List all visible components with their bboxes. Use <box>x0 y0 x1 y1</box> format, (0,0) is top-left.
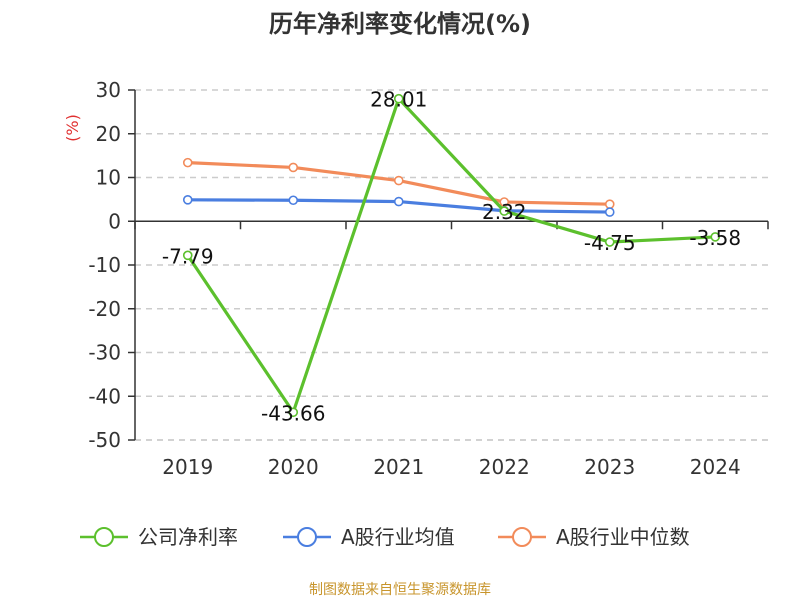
y-tick-label: -40 <box>88 384 121 408</box>
x-tick-labels: 2019 2020 2021 2022 2023 2024 <box>162 455 740 479</box>
legend-label: A股行业中位数 <box>556 525 690 549</box>
y-tick-label: -20 <box>88 297 121 321</box>
series-point <box>393 93 404 104</box>
x-tick-label: 2019 <box>162 455 213 479</box>
y-tick-label: -30 <box>88 341 121 365</box>
series-point <box>499 206 510 216</box>
legend-label: 公司净利率 <box>138 525 238 549</box>
grid-lines <box>135 89 768 441</box>
y-tick-label: 20 <box>96 122 121 146</box>
data-label: 28.01 <box>370 88 427 112</box>
series-point <box>393 196 404 207</box>
y-tick-label: 0 <box>108 209 121 233</box>
legend: 公司净利率 A股行业均值 A股行业中位数 <box>80 525 690 549</box>
x-tick-label: 2020 <box>268 455 319 479</box>
data-label: -43.66 <box>261 401 325 425</box>
series-point <box>182 157 193 168</box>
series-point <box>604 199 615 209</box>
legend-marker <box>94 527 114 547</box>
series-line <box>186 97 716 414</box>
y-tick-label: 10 <box>96 166 121 190</box>
axes <box>128 89 769 441</box>
legend-item-1: A股行业均值 <box>283 525 455 549</box>
chart-title: 历年净利率变化情况(%) <box>269 10 531 38</box>
y-tick-label: -50 <box>88 428 121 452</box>
y-tick-label: -10 <box>88 253 121 277</box>
y-axis-label: (%) <box>63 114 82 142</box>
x-tick-label: 2021 <box>373 455 424 479</box>
series-2 <box>182 157 615 209</box>
legend-marker <box>512 527 532 547</box>
y-tick-label: 30 <box>96 78 121 102</box>
legend-item-2: A股行业中位数 <box>498 525 690 549</box>
series-layer <box>182 93 721 418</box>
series-point <box>288 407 299 418</box>
legend-marker <box>297 527 317 547</box>
series-point <box>604 207 615 217</box>
series-point <box>182 250 193 261</box>
data-label: -7.79 <box>162 244 214 268</box>
legend-item-0: 公司净利率 <box>80 525 238 549</box>
data-label: -3.58 <box>689 226 741 250</box>
data-label: 2.32 <box>482 200 527 224</box>
series-point <box>604 237 615 247</box>
x-tick-label: 2024 <box>690 455 741 479</box>
series-point <box>288 195 299 206</box>
y-tick-labels: 30 20 10 0 -10 -20 -30 -40 -50 <box>88 78 121 452</box>
data-label: -4.75 <box>584 231 636 255</box>
series-point <box>288 162 299 173</box>
x-tick-label: 2023 <box>584 455 635 479</box>
x-tick-label: 2022 <box>479 455 530 479</box>
series-point <box>182 195 193 205</box>
source-note: 制图数据来自恒生聚源数据库 <box>309 582 491 598</box>
series-point <box>393 175 404 186</box>
legend-label: A股行业均值 <box>341 525 455 549</box>
series-point <box>710 232 721 242</box>
data-labels: -7.79 -43.66 28.01 2.32 -4.75 -3.58 <box>162 88 741 426</box>
series-1 <box>182 195 615 217</box>
series-0 <box>182 93 721 418</box>
